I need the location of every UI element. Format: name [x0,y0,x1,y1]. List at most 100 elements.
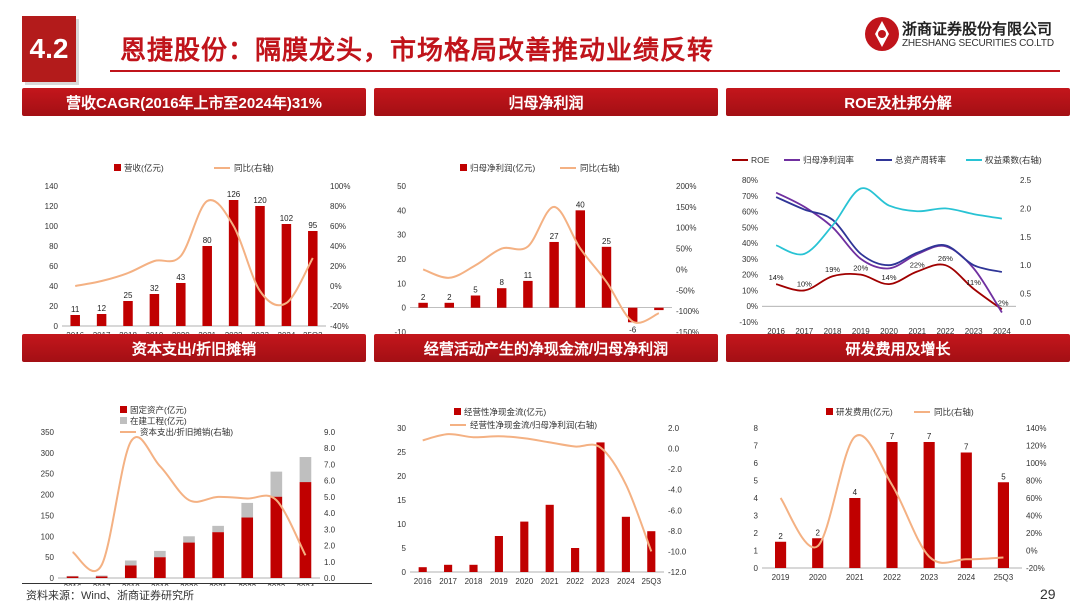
y-right-tick-label: 5.0 [324,493,336,502]
y-left-tick-label: 100 [45,222,59,231]
y-left-tick-label: 30 [397,231,406,240]
x-tick-label: 2024 [297,583,315,586]
bar [123,301,133,326]
page-title: 恩捷股份：隔膜龙头，市场格局改善推动业绩反转 [120,35,715,65]
y-right-tick-label: 2.5 [1020,176,1032,185]
y-left-tick-label: 50 [45,553,54,562]
y-left-tick-label: 40% [742,239,758,248]
bar [469,564,478,572]
y-left-tick-label: 15 [397,496,406,505]
bar [124,565,137,578]
bar [494,536,503,572]
y-left-tick-label: 0 [754,564,759,573]
legend-label: ROE [751,155,770,165]
y-right-tick-label: 200% [676,182,696,191]
x-tick-label: 2022 [566,577,584,586]
series-line [71,436,307,573]
legend-label: 权益乘数(右轴) [985,155,1042,165]
y-left-tick-label: 100 [41,532,55,541]
bar [571,548,580,572]
y-left-tick-label: 80% [742,176,758,185]
y-right-tick-label: 0.5 [1020,290,1032,299]
y-right-tick-label: -40% [330,322,349,331]
data-label: -2% [995,298,1009,307]
y-right-tick-label: 0.0 [324,574,336,583]
bar [575,210,586,308]
y-left-tick-label: -10 [394,328,406,337]
data-label: 14% [881,273,896,282]
bar [66,576,79,578]
footer-rule [22,583,372,584]
y-right-tick-label: 80% [330,202,346,211]
y-right-tick-label: 4.0 [324,509,336,518]
bar [960,452,972,568]
y-right-tick-label: 7.0 [324,460,336,469]
y-right-tick-label: 0% [330,282,342,291]
panel-rd: 研发费用及增长 0 1 2 3 4 5 6 7 8 -20% 0% 20% 40% 60% 80% 100% 1… [726,334,1070,586]
logo-mark-icon [865,17,899,51]
data-label: 27 [550,232,559,241]
bar [149,294,160,326]
x-tick-label: 2023 [920,573,938,582]
data-label: 120 [253,196,267,205]
y-left-tick-label: 60 [49,262,58,271]
y-right-tick-label: -10.0 [668,547,687,556]
y-left-tick-label: 50% [742,223,758,232]
bar [95,576,108,578]
bar [70,315,80,326]
legend-swatch [454,408,461,415]
y-left-tick-label: 200 [41,491,55,500]
x-tick-label: 2019 [151,583,169,586]
panel-roe: ROE及杜邦分解 -10% 0% 10% 20% 30% 40% 50% 60% 70% 80% 0… [726,88,1070,340]
data-label: 26% [938,254,953,263]
legend-label: 经营性净现金流/归母净利润(右轴) [470,420,597,430]
series-line [775,196,1003,273]
data-label: 8 [499,278,504,287]
bar [95,575,108,577]
legend-label: 归母净利润率 [803,155,855,165]
legend-swatch [114,164,121,171]
y-left-tick-label: 70% [742,192,758,201]
data-label: 2 [815,528,820,537]
y-right-tick-label: 2.0 [1020,204,1032,213]
bar [183,536,195,543]
x-tick-label: 2016 [64,583,82,586]
bar [812,538,824,568]
data-label: 7 [890,432,895,441]
bar [241,502,254,518]
x-tick-label: 2021 [209,583,227,586]
y-left-tick-label: 6 [754,459,759,468]
bar [241,517,254,578]
x-tick-label: 2021 [541,577,559,586]
y-left-tick-label: 350 [41,428,55,437]
x-tick-label: 2019 [490,577,508,586]
data-label: 19% [825,265,840,274]
data-label: 20% [853,264,868,273]
y-right-tick-label: 3.0 [324,525,336,534]
bar [654,307,664,311]
y-right-tick-label: -8.0 [668,527,682,536]
y-right-tick-label: 2.0 [324,542,336,551]
legend-label: 固定资产(亿元) [130,405,187,415]
panel-title: 资本支出/折旧摊销 [22,334,366,362]
x-tick-label: 2018 [824,327,842,336]
x-tick-label: 2022 [238,583,256,586]
panel-title: 营收CAGR(2016年上市至2024年)31% [22,88,366,116]
y-right-tick-label: 100% [330,182,350,191]
x-tick-label: 2018 [465,577,483,586]
data-label: 10% [797,279,812,288]
x-tick-label: 2018 [122,583,140,586]
roe-chart: -10% 0% 10% 20% 30% 40% 50% 60% 70% 80% 0.0 0.5 1.0 1… [732,155,1042,336]
net-profit-chart: -10 0 10 20 30 40 50 -150% -100% -50% 0% 50% 100% 150… [394,163,699,340]
series-line [775,187,1003,256]
data-label: 40 [576,200,585,209]
bar [202,246,212,326]
y-left-tick-label: 60% [742,208,758,217]
cashflow-chart: 0 5 10 15 20 25 30 -12.0 -10.0 -8.0 -6.0 -4.0 -2.0 0.… [397,407,687,586]
bar [627,307,638,323]
bar [154,550,166,558]
panel-title: ROE及杜邦分解 [726,88,1070,116]
series-line [75,199,314,307]
y-right-tick-label: 60% [1026,494,1042,503]
y-left-tick-label: 0 [54,322,59,331]
